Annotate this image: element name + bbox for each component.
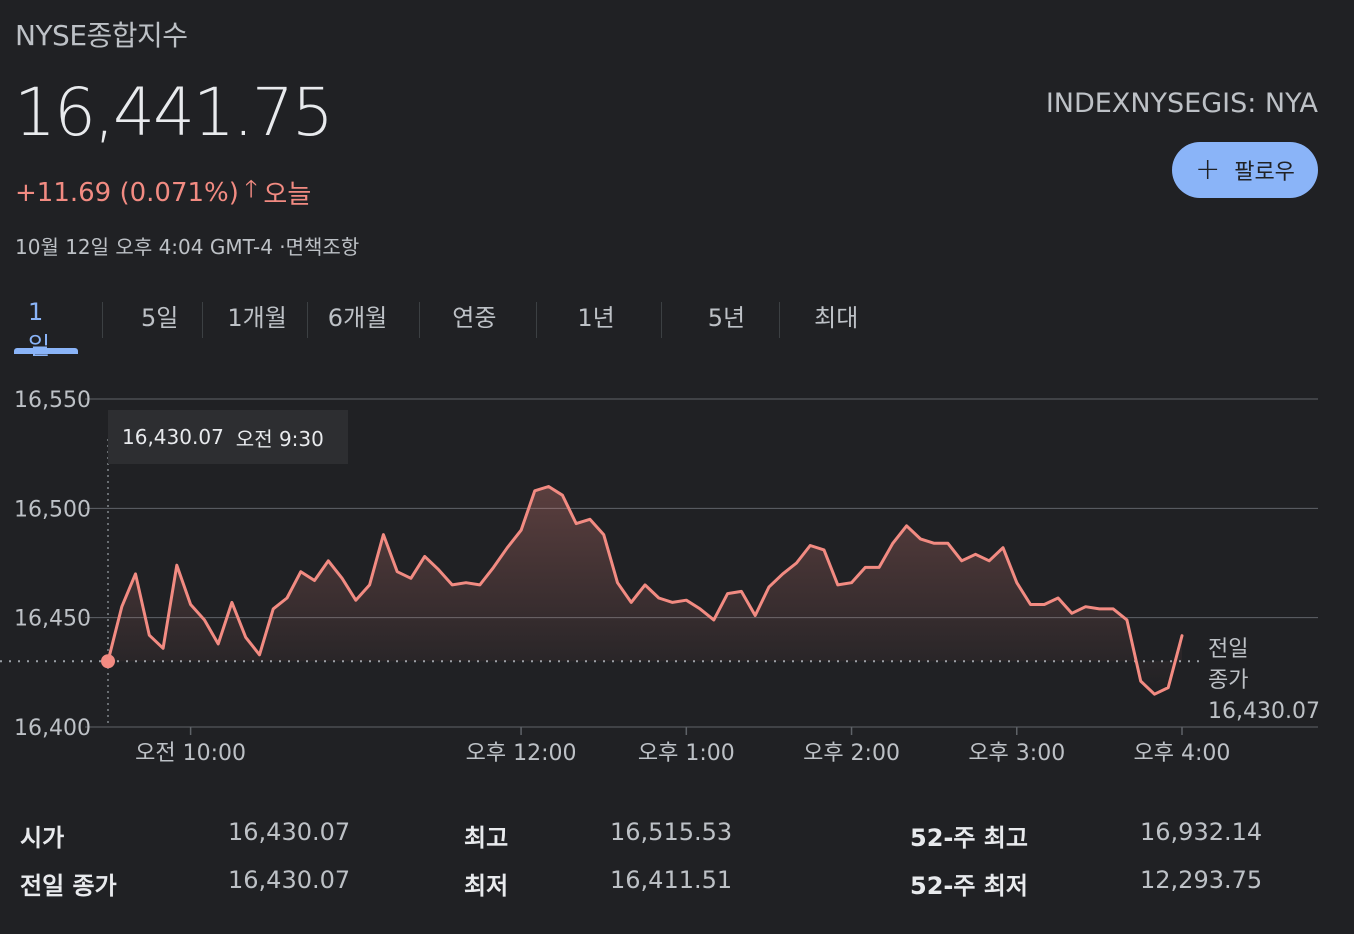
x-tick-label: 오후 12:00 bbox=[466, 741, 577, 766]
change-period: 오늘 bbox=[263, 180, 312, 210]
stat-value-52w-low: 12,293.75 bbox=[1140, 866, 1263, 894]
tooltip-value: 16,430.07 bbox=[122, 425, 224, 449]
stat-label-prev-close: 전일 종가 bbox=[20, 872, 117, 900]
y-tick-label: 16,550 bbox=[14, 388, 91, 413]
stat-value-low: 16,411.51 bbox=[610, 866, 733, 894]
x-tick-label: 오후 1:00 bbox=[638, 741, 735, 766]
tab-ytd[interactable]: 연중 bbox=[452, 304, 497, 332]
series-line bbox=[106, 485, 1184, 696]
x-tick-label: 오후 2:00 bbox=[803, 741, 900, 766]
ticker-symbol: INDEXNYSEGIS: NYA bbox=[1045, 88, 1318, 119]
tab-divider bbox=[419, 302, 421, 338]
price-change: +11.69 (0.071%) 🡑 오늘 bbox=[15, 172, 311, 213]
stat-label-high: 최고 bbox=[464, 824, 509, 852]
arrow-up-icon: 🡑 bbox=[244, 175, 258, 203]
range-tabs: 1일 5일 1개월 6개월 연중 1년 5년 최대 bbox=[14, 298, 872, 360]
stat-label-52w-high: 52-주 최고 bbox=[910, 824, 1028, 852]
tab-divider bbox=[306, 302, 308, 338]
stat-label-52w-low: 52-주 최저 bbox=[910, 872, 1028, 900]
hover-point bbox=[101, 654, 115, 669]
stat-value-52w-high: 16,932.14 bbox=[1140, 818, 1263, 846]
timestamp: 10월 12일 오후 4:04 GMT-4 ·면책조항 bbox=[15, 235, 360, 259]
stat-label-open: 시가 bbox=[20, 824, 65, 852]
plus-icon: + bbox=[1195, 152, 1221, 187]
tab-5d[interactable]: 5일 bbox=[141, 304, 179, 332]
y-tick-label: 16,400 bbox=[14, 716, 91, 741]
prev-close-value: 16,430.07 bbox=[1208, 699, 1320, 724]
stat-value-high: 16,515.53 bbox=[610, 818, 733, 846]
stat-value-prev-close: 16,430.07 bbox=[228, 866, 351, 894]
follow-button[interactable]: + 팔로우 bbox=[1172, 142, 1318, 198]
change-value: +11.69 (0.071%) bbox=[15, 177, 239, 208]
stat-label-low: 최저 bbox=[464, 872, 509, 900]
price-chart[interactable]: 16,550 16,500 16,450 16,400 오전 10:00 오후 12:00… bbox=[0, 370, 1354, 780]
y-tick-label: 16,450 bbox=[14, 607, 91, 632]
stat-value-open: 16,430.07 bbox=[228, 818, 351, 846]
tab-1y[interactable]: 1년 bbox=[577, 304, 615, 332]
tab-divider bbox=[102, 302, 103, 338]
tab-1d[interactable]: 1일 bbox=[14, 298, 78, 360]
x-tick-label: 오전 10:00 bbox=[135, 741, 246, 766]
tab-1m[interactable]: 1개월 bbox=[227, 304, 287, 332]
current-price: 16,441.75 bbox=[14, 74, 334, 151]
tooltip-time: 오전 9:30 bbox=[235, 426, 324, 451]
follow-label: 팔로우 bbox=[1234, 160, 1295, 185]
tab-6m[interactable]: 6개월 bbox=[327, 304, 388, 332]
prev-close-line2: 종가 bbox=[1208, 668, 1249, 693]
tab-max[interactable]: 최대 bbox=[814, 304, 859, 332]
tab-divider bbox=[202, 302, 204, 338]
y-tick-label: 16,500 bbox=[14, 497, 91, 522]
prev-close-line1: 전일 bbox=[1208, 637, 1249, 662]
tab-divider bbox=[536, 302, 538, 338]
x-tick-label: 오후 4:00 bbox=[1134, 741, 1231, 766]
tab-divider bbox=[660, 302, 662, 338]
x-tick-label: 오후 3:00 bbox=[968, 741, 1065, 766]
series-area bbox=[108, 486, 1182, 695]
page-title: NYSE종합지수 bbox=[15, 19, 188, 52]
chart-tooltip: 16,430.07 오전 9:30 bbox=[108, 410, 348, 464]
tab-divider bbox=[779, 302, 781, 338]
previous-close-label: 전일 종가 16,430.07 bbox=[1208, 634, 1320, 727]
tab-5y[interactable]: 5년 bbox=[707, 304, 746, 332]
